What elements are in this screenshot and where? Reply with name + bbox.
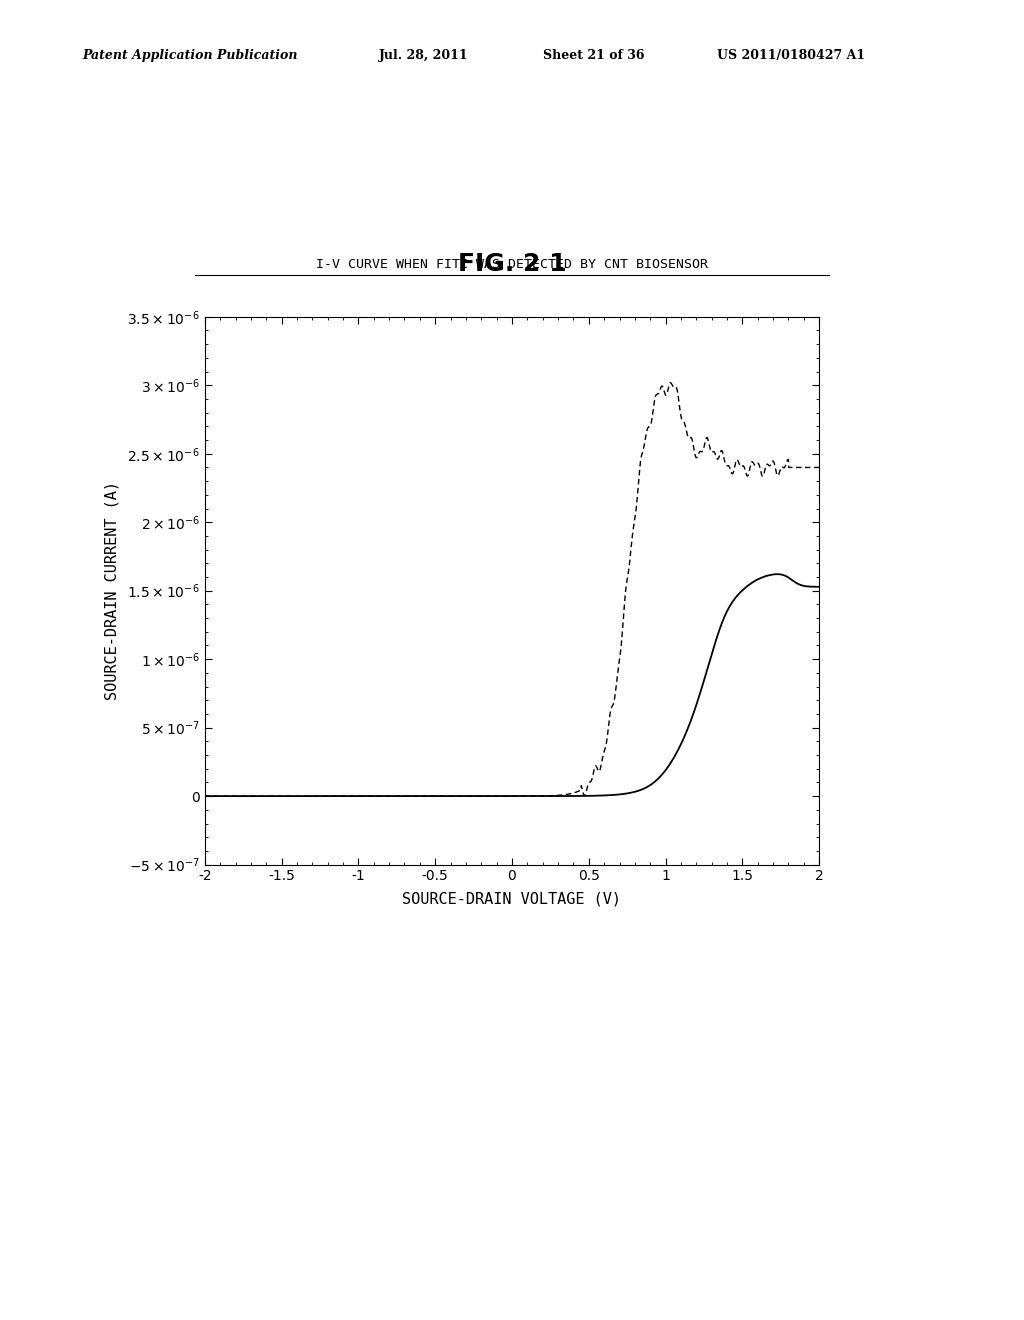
Text: US 2011/0180427 A1: US 2011/0180427 A1 — [717, 49, 865, 62]
X-axis label: SOURCE-DRAIN VOLTAGE (V): SOURCE-DRAIN VOLTAGE (V) — [402, 892, 622, 907]
Text: Sheet 21 of 36: Sheet 21 of 36 — [543, 49, 644, 62]
Y-axis label: SOURCE-DRAIN CURRENT (A): SOURCE-DRAIN CURRENT (A) — [104, 482, 119, 700]
Text: FIG. 2 1: FIG. 2 1 — [458, 252, 566, 276]
Text: I-V CURVE WHEN FITC WAS DETECTED BY CNT BIOSENSOR: I-V CURVE WHEN FITC WAS DETECTED BY CNT … — [316, 257, 708, 271]
Text: Jul. 28, 2011: Jul. 28, 2011 — [379, 49, 469, 62]
Text: Patent Application Publication: Patent Application Publication — [82, 49, 297, 62]
